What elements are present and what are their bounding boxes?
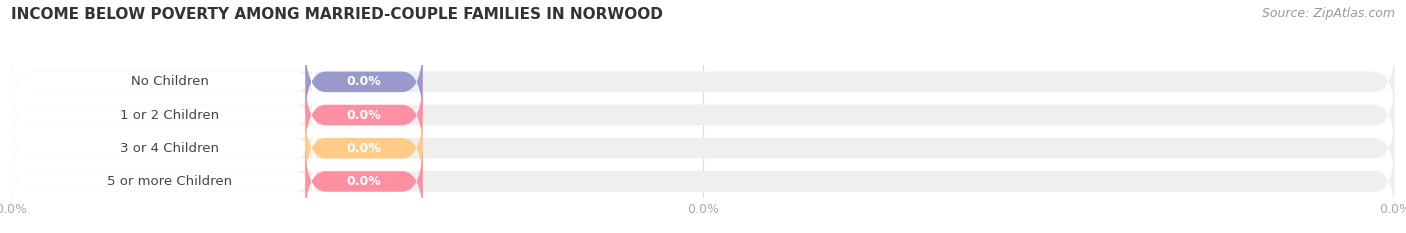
FancyBboxPatch shape — [11, 42, 1395, 121]
FancyBboxPatch shape — [11, 109, 1395, 188]
FancyBboxPatch shape — [11, 75, 1395, 154]
FancyBboxPatch shape — [305, 75, 423, 154]
FancyBboxPatch shape — [11, 142, 315, 221]
FancyBboxPatch shape — [305, 142, 423, 221]
FancyBboxPatch shape — [11, 42, 315, 121]
Text: 0.0%: 0.0% — [347, 109, 381, 122]
FancyBboxPatch shape — [11, 109, 315, 188]
FancyBboxPatch shape — [305, 109, 423, 188]
FancyBboxPatch shape — [11, 142, 1395, 221]
Text: Source: ZipAtlas.com: Source: ZipAtlas.com — [1261, 7, 1395, 20]
Text: 5 or more Children: 5 or more Children — [107, 175, 232, 188]
FancyBboxPatch shape — [11, 75, 315, 154]
Text: 1 or 2 Children: 1 or 2 Children — [120, 109, 219, 122]
Text: 0.0%: 0.0% — [347, 142, 381, 155]
Text: 0.0%: 0.0% — [347, 75, 381, 88]
Text: 0.0%: 0.0% — [347, 175, 381, 188]
Text: INCOME BELOW POVERTY AMONG MARRIED-COUPLE FAMILIES IN NORWOOD: INCOME BELOW POVERTY AMONG MARRIED-COUPL… — [11, 7, 664, 22]
Text: 3 or 4 Children: 3 or 4 Children — [120, 142, 219, 155]
Text: No Children: No Children — [131, 75, 208, 88]
FancyBboxPatch shape — [305, 42, 423, 121]
